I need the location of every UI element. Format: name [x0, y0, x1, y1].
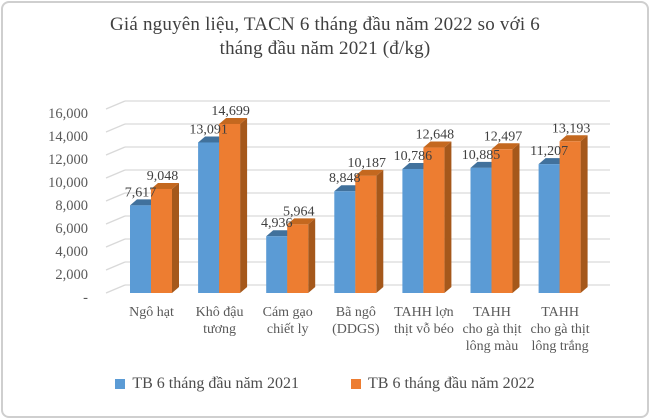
bar-value-label: 13,193: [552, 121, 591, 136]
legend-label-2022: TB 6 tháng đầu năm 2022: [368, 375, 535, 392]
x-axis-category-label: TAHH lợn thịt vỗ béo: [394, 305, 454, 337]
x-axis-category-label: TAHH cho gà thịt lông trắng: [531, 305, 590, 354]
bar-value-label: 8,848: [329, 171, 361, 186]
legend-swatch-2021: [115, 379, 126, 389]
bar-2021: [198, 142, 220, 293]
bar-side-2022: [376, 169, 384, 293]
x-axis-category-label: Cám gạo chiết ly: [263, 305, 313, 337]
y-axis-tick-label: 2,000: [55, 267, 88, 283]
chart-title-line1: Giá nguyên liệu, TACN 6 tháng đầu năm 20…: [110, 14, 540, 35]
x-axis-category-label: Khô đậu tương: [196, 305, 244, 337]
bar-value-label: 10,187: [348, 156, 387, 171]
y-axis-tick-label: 14,000: [48, 129, 88, 145]
y-gridline-tick: [105, 284, 126, 294]
bar-top-2022: [559, 135, 588, 142]
bar-side-2022: [240, 117, 248, 293]
y-axis-tick-label: 12,000: [48, 152, 88, 168]
y-gridline-tick: [105, 169, 126, 179]
bar-2021: [130, 205, 151, 293]
bar-value-label: 12,648: [416, 128, 455, 143]
chart-title-line2: tháng đầu năm 2021 (đ/kg): [219, 38, 431, 59]
bar-value-label: 7,617: [125, 185, 157, 200]
chart-title: Giá nguyên liệu, TACN 6 tháng đầu năm 20…: [0, 13, 650, 61]
bar-2022: [423, 147, 445, 293]
y-gridline-tick: [105, 261, 126, 271]
y-gridline-tick: [105, 100, 126, 110]
chart-legend: TB 6 tháng đầu năm 2021 TB 6 tháng đầu n…: [0, 375, 650, 393]
bar-2021: [470, 167, 492, 293]
bar-value-label: 9,048: [147, 169, 179, 184]
legend-item-2022: TB 6 tháng đầu năm 2022: [351, 375, 535, 393]
legend-swatch-2022: [351, 379, 361, 389]
bar-value-label: 10,786: [394, 149, 433, 164]
bar-value-label: 10,885: [462, 148, 501, 163]
bar-2022: [355, 175, 377, 293]
bar-value-label: 11,207: [530, 144, 568, 159]
y-axis-tick-label: 4,000: [55, 244, 88, 260]
bar-side-2022: [512, 143, 520, 293]
y-axis-tick-label: 16,000: [48, 106, 88, 122]
bar-value-label: 5,964: [283, 204, 315, 219]
x-axis-category-label: TAHH cho gà thịt lông màu: [462, 305, 521, 354]
bar-top-2022: [287, 218, 316, 225]
bar-side-2022: [172, 182, 179, 293]
bar-2021: [538, 164, 560, 293]
bar-side-2022: [308, 218, 316, 293]
bar-2022: [287, 224, 309, 293]
bar-2022: [219, 123, 241, 293]
bar-value-label: 13,091: [189, 122, 228, 137]
y-axis-tick-label: 10,000: [48, 175, 88, 191]
y-gridline-tick: [105, 146, 126, 156]
x-axis-category-label: Bã ngô (DDGS): [332, 305, 380, 337]
legend-label-2021: TB 6 tháng đầu năm 2021: [132, 375, 299, 392]
y-axis-tick-label: 6,000: [55, 221, 88, 237]
y-gridline-tick: [105, 123, 126, 133]
bar-side-2022: [444, 141, 452, 293]
y-gridline-tick: [105, 192, 126, 202]
legend-item-2021: TB 6 tháng đầu năm 2021: [115, 375, 299, 393]
bar-top-2022: [491, 143, 520, 150]
y-gridline-tick: [105, 215, 126, 225]
bar-2021: [402, 168, 424, 293]
bar-value-label: 4,936: [261, 216, 293, 231]
bar-value-label: 14,699: [211, 104, 250, 119]
y-gridline-tick: [105, 238, 126, 248]
bar-top-2022: [151, 182, 179, 189]
bar-2022: [559, 141, 581, 293]
bar-value-label: 12,497: [484, 129, 523, 144]
y-axis-tick-label: 8,000: [55, 198, 88, 214]
x-axis-category-label: Ngô hạt: [129, 305, 174, 320]
bar-2022: [491, 149, 513, 293]
bar-top-2022: [219, 117, 248, 124]
bar-2022: [151, 188, 172, 293]
bar-side-2022: [580, 135, 588, 293]
bar-top-2022: [355, 169, 384, 176]
y-axis-tick-label: -: [83, 290, 88, 306]
bar-2021: [266, 236, 288, 293]
bar-top-2022: [423, 141, 452, 148]
bar-2021: [334, 191, 356, 293]
